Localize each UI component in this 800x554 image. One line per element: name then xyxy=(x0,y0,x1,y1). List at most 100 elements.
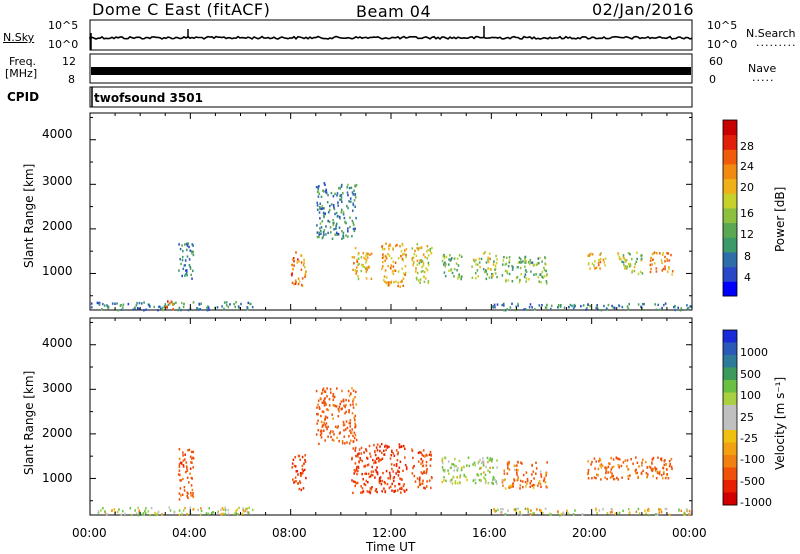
data-cell xyxy=(320,195,323,198)
data-cell xyxy=(293,481,295,484)
data-cell xyxy=(354,449,356,452)
data-cell xyxy=(538,481,540,485)
data-cell xyxy=(444,274,447,278)
data-cell xyxy=(572,513,575,516)
data-cell xyxy=(643,302,645,306)
data-cell xyxy=(501,274,504,277)
data-cell xyxy=(347,183,349,187)
data-cell xyxy=(451,463,453,466)
data-cell xyxy=(304,458,306,462)
data-cell xyxy=(647,507,650,511)
data-cell xyxy=(546,282,548,285)
data-cell xyxy=(524,265,526,268)
data-cell xyxy=(354,269,356,272)
data-cell xyxy=(178,448,181,451)
data-cell xyxy=(186,512,188,516)
data-cell xyxy=(384,254,387,258)
data-cell xyxy=(160,307,162,310)
data-cell xyxy=(390,463,393,466)
data-cell xyxy=(589,304,591,308)
data-cell xyxy=(418,478,421,481)
velocity-ytick-2000: 2000 xyxy=(42,426,73,440)
data-cell xyxy=(455,465,457,468)
data-cell xyxy=(354,414,357,418)
data-cell xyxy=(331,237,334,240)
data-cell xyxy=(182,465,185,468)
power-cbar-tick: 24 xyxy=(740,160,754,173)
data-cell xyxy=(526,479,529,483)
data-cell xyxy=(188,258,191,261)
data-cell xyxy=(612,474,614,478)
data-cell xyxy=(325,225,327,228)
data-cell xyxy=(688,509,691,513)
data-cell xyxy=(430,457,432,461)
data-cell xyxy=(404,490,406,493)
data-cell xyxy=(154,513,157,517)
data-cell xyxy=(325,191,328,195)
data-cell xyxy=(318,406,321,409)
data-cell xyxy=(104,510,106,513)
data-cell xyxy=(135,304,138,307)
data-cell xyxy=(654,468,657,471)
data-cell xyxy=(192,301,195,304)
data-cell xyxy=(425,470,428,474)
data-cell xyxy=(375,461,377,464)
data-cell xyxy=(539,256,541,260)
data-cell xyxy=(420,270,423,273)
data-cell xyxy=(316,422,318,425)
data-cell xyxy=(344,220,346,224)
data-cell xyxy=(404,447,406,450)
data-cell xyxy=(600,309,603,312)
data-cell xyxy=(640,305,642,308)
data-cell xyxy=(647,509,649,512)
data-cell xyxy=(292,257,295,260)
data-cell xyxy=(332,417,334,420)
data-cell xyxy=(352,400,354,403)
data-cell xyxy=(349,419,352,422)
data-cell xyxy=(417,451,420,455)
data-cell xyxy=(655,308,658,311)
data-cell xyxy=(639,270,642,273)
data-cell xyxy=(501,303,504,307)
data-cell xyxy=(394,489,397,493)
data-cell xyxy=(382,265,384,268)
power-ytick-2000: 2000 xyxy=(42,219,73,233)
data-cell xyxy=(184,453,186,456)
data-cell xyxy=(419,259,421,262)
data-cell xyxy=(329,204,331,208)
data-cell xyxy=(298,454,301,458)
data-cell xyxy=(596,473,598,476)
data-cell xyxy=(325,188,327,191)
data-cell xyxy=(336,233,338,236)
data-cell xyxy=(304,274,307,277)
data-cell xyxy=(489,466,491,470)
data-cell xyxy=(96,301,99,304)
data-cell xyxy=(401,267,404,270)
data-cell xyxy=(189,267,192,270)
data-cell xyxy=(359,458,362,461)
data-cell xyxy=(348,200,350,203)
data-cell xyxy=(354,196,357,199)
data-cell xyxy=(495,480,497,483)
data-cell xyxy=(200,507,202,510)
data-cell xyxy=(636,471,638,475)
data-cell xyxy=(293,264,295,267)
data-cell xyxy=(236,508,238,511)
data-cell xyxy=(347,235,349,238)
data-cell xyxy=(525,259,527,263)
data-cell xyxy=(365,254,367,257)
data-cell xyxy=(342,210,345,214)
data-cell xyxy=(526,482,528,485)
data-cell xyxy=(324,417,327,421)
data-cell xyxy=(427,263,430,267)
freq-band xyxy=(91,67,691,75)
data-cell xyxy=(355,272,357,275)
data-cell xyxy=(492,466,494,469)
data-cell xyxy=(184,243,186,246)
data-cell xyxy=(428,479,431,482)
data-cell xyxy=(536,263,538,266)
data-cell xyxy=(636,461,639,464)
data-cell xyxy=(646,475,648,478)
data-cell xyxy=(453,465,456,468)
data-cell xyxy=(304,266,306,269)
